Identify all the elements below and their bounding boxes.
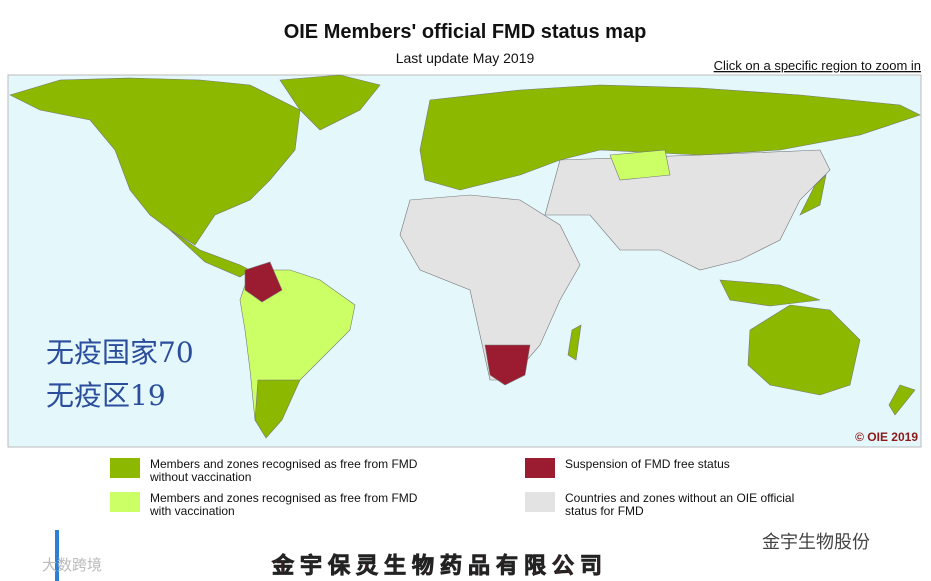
watermark: 大数跨境 xyxy=(42,556,102,574)
legend-swatch xyxy=(525,492,555,512)
copyright: © OIE 2019 xyxy=(855,430,918,444)
legend-label: with vaccination xyxy=(149,504,235,518)
legend-label: status for FMD xyxy=(565,504,644,518)
title: OIE Members' official FMD status map xyxy=(284,21,647,43)
legend-label: Members and zones recognised as free fro… xyxy=(150,491,418,505)
australia[interactable] xyxy=(747,304,861,396)
southern-cone[interactable] xyxy=(254,379,301,439)
colombia[interactable] xyxy=(244,261,283,303)
legend-swatch xyxy=(525,458,555,478)
legend-swatch xyxy=(110,458,140,478)
zoom-hint[interactable]: Click on a specific region to zoom in xyxy=(714,58,921,73)
madagascar[interactable] xyxy=(567,324,582,361)
southeast-asia[interactable] xyxy=(719,279,821,307)
south-africa[interactable] xyxy=(484,344,531,386)
bar xyxy=(55,530,59,581)
europe-russia[interactable] xyxy=(419,84,921,191)
footer: 金宇保灵生物药品有限公司 xyxy=(271,553,608,579)
new-zealand[interactable] xyxy=(888,384,916,416)
watermark: 金宇生物股份 xyxy=(762,532,870,552)
legend-label: Countries and zones without an OIE offic… xyxy=(565,491,794,505)
greenland[interactable] xyxy=(279,74,381,131)
legend: Members and zones recognised as free fro… xyxy=(110,457,794,518)
japan[interactable] xyxy=(799,174,827,216)
legend-swatch xyxy=(110,492,140,512)
kazakhstan[interactable] xyxy=(609,149,671,181)
legend-label: without vaccination xyxy=(149,470,251,484)
overlay-text: 无疫区19 xyxy=(46,379,166,412)
subtitle: Last update May 2019 xyxy=(396,50,535,66)
legend-label: Suspension of FMD free status xyxy=(565,457,730,471)
north-america[interactable] xyxy=(9,77,301,246)
legend-label: Members and zones recognised as free fro… xyxy=(150,457,418,471)
asia[interactable] xyxy=(544,149,831,271)
overlay-text: 无疫国家70 xyxy=(46,336,194,369)
map[interactable]: © OIE 2019 无疫国家70 无疫区19 xyxy=(7,74,922,448)
